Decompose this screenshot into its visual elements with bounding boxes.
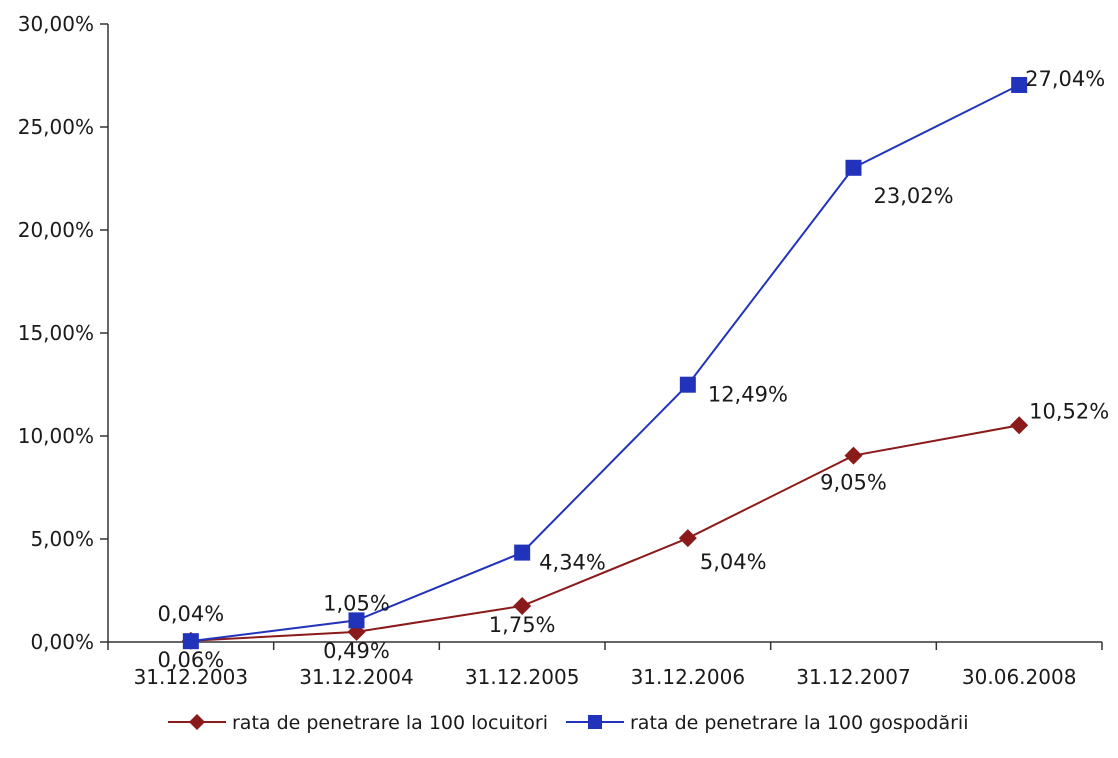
data-label: 9,05% (820, 471, 887, 495)
y-tick-label: 0,00% (30, 630, 94, 654)
data-label: 1,75% (489, 613, 556, 637)
legend: rata de penetrare la 100 locuitori rata d… (168, 712, 969, 734)
x-tick-label: 31.12.2007 (796, 665, 911, 689)
data-point-diamond (678, 529, 697, 548)
data-label: 27,04% (1025, 67, 1105, 91)
x-tick-label: 31.12.2004 (299, 665, 414, 689)
axes: 0,00% 5,00% 10,00% 15,00% 20,00% 25,00% 30,00%… (18, 12, 1103, 689)
data-label: 5,04% (700, 550, 767, 574)
y-tick-label: 5,00% (30, 527, 94, 551)
data-point-diamond (513, 596, 532, 615)
data-point-square (182, 633, 199, 650)
data-labels: 0,06% 0,49% 1,75% 5,04% 9,05% 10,52% 0,04% 1,05… (157, 67, 1109, 672)
y-tick-label: 25,00% (18, 115, 94, 139)
legend-label: rata de penetrare la 100 locuitori (232, 712, 548, 734)
y-tick-label: 10,00% (18, 424, 94, 448)
data-label: 0,49% (323, 639, 390, 663)
y-tick-label: 30,00% (18, 12, 94, 36)
y-tick-label: 15,00% (18, 321, 94, 345)
series-layer (181, 76, 1029, 650)
data-point-square (679, 376, 696, 393)
data-point-diamond (844, 446, 863, 465)
data-label: 4,34% (539, 551, 606, 575)
data-point-square (1011, 76, 1028, 93)
data-label: 23,02% (874, 184, 954, 208)
data-label: 0,04% (157, 602, 224, 626)
data-label: 0,06% (157, 648, 224, 672)
y-tick-label: 20,00% (18, 218, 94, 242)
data-point-square (845, 159, 862, 176)
legend-square-marker (588, 715, 602, 729)
series-line-1 (190, 84, 1020, 643)
data-point-diamond (1010, 416, 1029, 435)
data-point-square (348, 612, 365, 629)
x-tick-label: 30.06.2008 (962, 665, 1077, 689)
series-line-0 (190, 424, 1020, 642)
data-label: 10,52% (1029, 399, 1109, 423)
x-tick-label: 31.12.2006 (631, 665, 746, 689)
legend-diamond-marker (189, 714, 205, 730)
x-tick-label: 31.12.2003 (134, 665, 249, 689)
data-label: 1,05% (323, 591, 390, 615)
data-point-square (514, 544, 531, 561)
legend-label: rata de penetrare la 100 gospodării (630, 712, 969, 734)
data-label: 12,49% (708, 383, 788, 407)
x-tick-label: 31.12.2005 (465, 665, 580, 689)
